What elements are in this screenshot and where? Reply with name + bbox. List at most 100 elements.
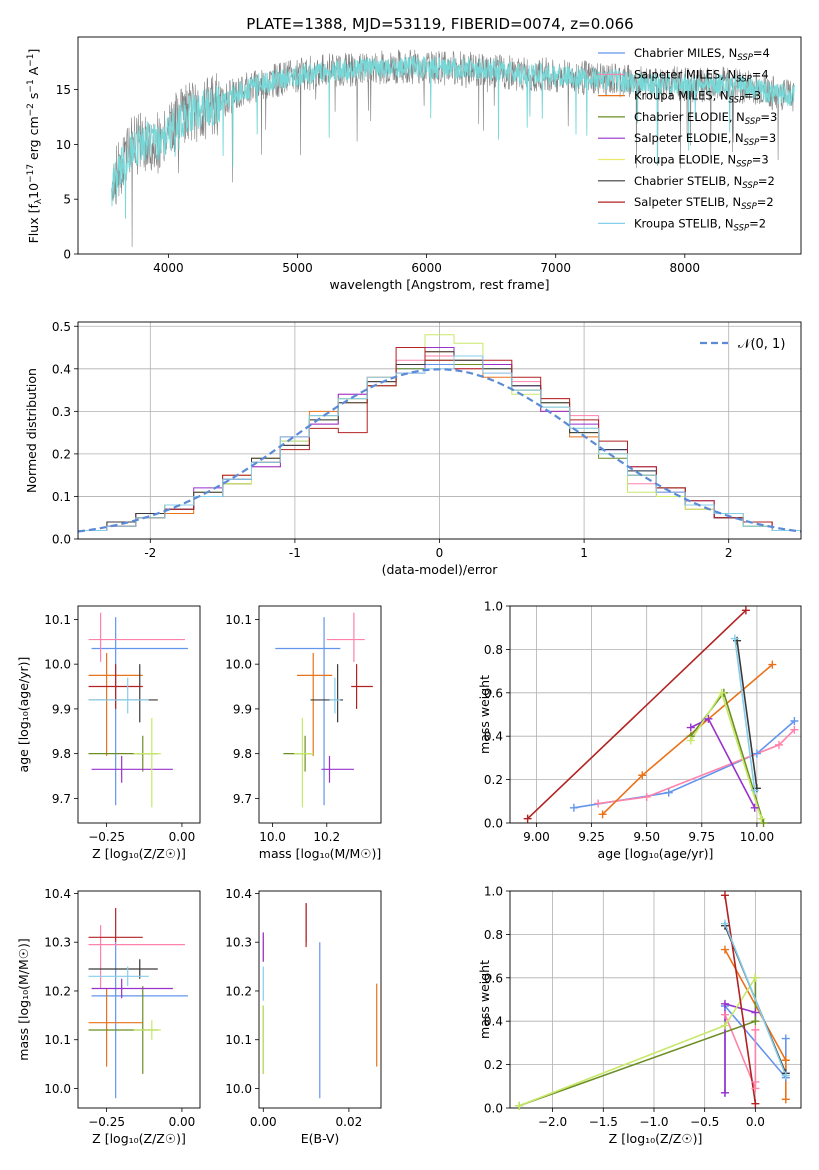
- y-tick-label: 9.8: [233, 747, 252, 761]
- x-tick-label: 8000: [670, 261, 701, 275]
- model-spectrum-line: [111, 55, 795, 219]
- weight-series-line: [724, 895, 757, 1104]
- y-tick-label: 0.0: [484, 817, 503, 831]
- y-tick-label: 10: [56, 138, 71, 152]
- plus-marker: [790, 725, 799, 734]
- plot-area: [88, 612, 188, 808]
- x-axis-label: wavelength [Angstrom, rest frame]: [329, 277, 549, 292]
- legend-entry: Salpeter ELODIE, NSSP=3: [634, 131, 776, 148]
- x-tick-label: 6000: [411, 261, 442, 275]
- x-tick-label: 0: [436, 546, 444, 560]
- y-tick-label: 0.1: [52, 490, 71, 504]
- weight-vs-age-panel: 9.00 9.25 9.50 9.75 10.00 0.0 0.2 0.4 0.6 0.8 1.0 a…: [477, 600, 802, 861]
- axes-frame: [258, 605, 382, 824]
- plus-marker: [750, 786, 759, 795]
- plus-marker: [720, 945, 729, 954]
- weight-series-line: [724, 923, 787, 1076]
- errorbar-point: [88, 925, 185, 989]
- plus-marker: [757, 814, 766, 823]
- x-axis-label: (data-model)/error: [382, 562, 499, 577]
- y-tick-label: 10.3: [225, 936, 252, 950]
- plot-area: [88, 908, 188, 1099]
- legend-entry: Chabrier ELODIE, NSSP=3: [634, 110, 777, 127]
- errorbar-point: [326, 612, 365, 662]
- legend-entry: 𝒩(0, 1): [738, 337, 785, 352]
- x-tick-label: −1.0: [639, 1115, 668, 1129]
- plus-marker: [751, 1077, 760, 1086]
- weight-series-line: [598, 729, 795, 805]
- x-tick-label: 10.2: [313, 830, 340, 844]
- y-tick-label: 9.7: [52, 792, 71, 806]
- x-tick-label: 10.00: [740, 830, 774, 844]
- weight-series-line: [734, 638, 756, 791]
- plus-marker: [730, 634, 739, 643]
- y-tick-label: 0.5: [52, 320, 71, 334]
- legend-entry: Kroupa ELODIE, NSSP=3: [634, 153, 769, 170]
- legend-entry: Kroupa MILES, NSSP=3: [634, 89, 761, 106]
- y-axis-label: mass weight: [477, 960, 492, 1039]
- y-tick-label: 0.4: [52, 362, 71, 376]
- plus-marker: [598, 810, 607, 819]
- x-tick-label: −0.25: [88, 830, 125, 844]
- figure-title: PLATE=1388, MJD=53119, FIBERID=0074, z=0…: [246, 15, 633, 33]
- y-tick-label: 9.9: [52, 702, 71, 716]
- x-axis-label: age [log₁₀(age/yr)]: [598, 846, 714, 861]
- plus-marker: [569, 803, 578, 812]
- x-tick-label: 10.0: [259, 830, 286, 844]
- y-tick-label: 5: [63, 193, 71, 207]
- plus-marker: [515, 1101, 524, 1110]
- plus-marker: [790, 717, 799, 726]
- y-tick-label: 0.6: [484, 686, 503, 700]
- errorbar-point: [351, 664, 373, 709]
- errorbar-point: [133, 1020, 161, 1040]
- axes-frame: [258, 890, 382, 1109]
- errorbar-point: [133, 717, 161, 808]
- y-tick-label: 10.1: [225, 1033, 252, 1047]
- errorbar-point: [91, 978, 173, 999]
- plus-marker: [720, 919, 729, 928]
- y-tick-label: 0.2: [484, 773, 503, 787]
- plot-area: [111, 49, 795, 247]
- plus-marker: [751, 1008, 760, 1017]
- y-tick-label: 0.4: [484, 730, 503, 744]
- x-tick-label: -1: [289, 546, 301, 560]
- y-axis-label: Normed distribution: [24, 368, 39, 493]
- y-tick-label: 15: [56, 83, 71, 97]
- y-axis-label: mass [log₁₀(M/M☉)]: [16, 938, 31, 1060]
- legend-entry: Salpeter STELIB, NSSP=2: [634, 195, 774, 212]
- errorbar-point: [91, 942, 188, 1099]
- mass-vs-z-panel: −0.25 0.00 10.0 10.1 10.2 10.3 10.4 Z [log₁₀(Z/…: [16, 887, 201, 1146]
- plus-marker: [781, 1071, 790, 1080]
- plot-area: [262, 903, 378, 1099]
- x-tick-label: 5000: [282, 261, 313, 275]
- x-axis-label: mass [log₁₀(M/M☉)]: [259, 846, 381, 861]
- x-axis-label: E(B-V): [301, 1131, 340, 1146]
- errorbar-point: [88, 612, 185, 662]
- errorbar-point: [88, 908, 143, 943]
- y-tick-label: 0.0: [484, 1102, 503, 1116]
- x-tick-label: 4000: [153, 261, 184, 275]
- spectrum-panel: 4000 5000 6000 7000 8000 0 5 10 15 wavelength [An…: [56, 36, 802, 292]
- x-tick-label: 2: [725, 546, 733, 560]
- x-tick-label: 9.75: [688, 830, 715, 844]
- plus-marker: [704, 714, 713, 723]
- y-tick-label: 10.1: [44, 613, 71, 627]
- y-tick-label: 0.8: [484, 643, 503, 657]
- legend-entry: Chabrier MILES, NSSP=4: [634, 46, 770, 63]
- x-axis-label: Z [log₁₀(Z/Z☉)]: [609, 1131, 703, 1146]
- plus-marker: [720, 999, 729, 1008]
- y-axis-label: mass weight: [477, 675, 492, 754]
- y-tick-label: 0.8: [484, 928, 503, 942]
- y-tick-label: 1.0: [484, 885, 503, 899]
- age-vs-z-panel: −0.25 0.00 9.7 9.8 9.9 10.0 10.1 Z [log₁₀(Z/Z☉)…: [16, 605, 201, 861]
- errorbar-point: [329, 677, 341, 714]
- errorbar-point: [88, 959, 158, 979]
- y-tick-label: 10.1: [225, 613, 252, 627]
- y-tick-label: 9.7: [233, 792, 252, 806]
- x-tick-label: 9.00: [523, 830, 550, 844]
- y-tick-label: 10.4: [225, 887, 252, 901]
- x-axis-label: Z [log₁₀(Z/Z☉)]: [92, 846, 186, 861]
- x-tick-label: 0.0: [746, 1115, 765, 1129]
- errorbar-point: [321, 755, 354, 783]
- mass-vs-ebv-panel: 0.00 0.02 10.0 10.1 10.2 10.3 10.4 E(B-V): [225, 887, 382, 1146]
